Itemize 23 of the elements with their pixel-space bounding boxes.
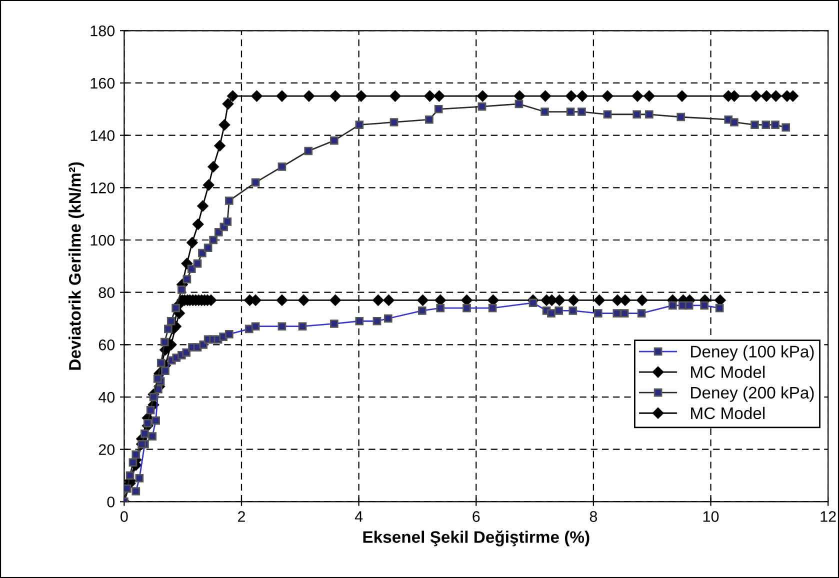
legend-label: MC Model bbox=[691, 406, 765, 420]
x-tick-label: 4 bbox=[354, 511, 363, 522]
y-tick-label: 140 bbox=[90, 130, 115, 141]
x-tick-label: 8 bbox=[590, 511, 598, 522]
x-tick-label: 0 bbox=[120, 511, 128, 522]
y-tick-label: 100 bbox=[90, 234, 115, 246]
y-tick-label: 0 bbox=[107, 496, 115, 508]
y-tick-label: 180 bbox=[90, 26, 115, 36]
legend-label: Deney (100 kPa) bbox=[691, 345, 814, 361]
y-tick-label: 120 bbox=[90, 182, 115, 194]
y-axis-title: Deviatorik Gerilme (kN/m²) bbox=[68, 162, 84, 370]
y-tick-label: 20 bbox=[98, 444, 115, 456]
y-tick-label: 40 bbox=[98, 392, 115, 403]
legend-label: Deney (200 kPa) bbox=[691, 386, 814, 402]
legend-label: MC Model bbox=[691, 366, 765, 378]
y-tick-label: 160 bbox=[90, 78, 115, 89]
y-tick-label: 60 bbox=[98, 340, 115, 350]
x-tick-label: 12 bbox=[820, 511, 836, 522]
x-axis-title: Eksenel Şekil Değiştirme (%) bbox=[363, 530, 590, 546]
x-tick-label: 10 bbox=[703, 511, 719, 522]
x-tick-label: 6 bbox=[472, 511, 480, 522]
x-tick-label: 2 bbox=[238, 511, 245, 522]
y-tick-label: 80 bbox=[98, 287, 115, 298]
